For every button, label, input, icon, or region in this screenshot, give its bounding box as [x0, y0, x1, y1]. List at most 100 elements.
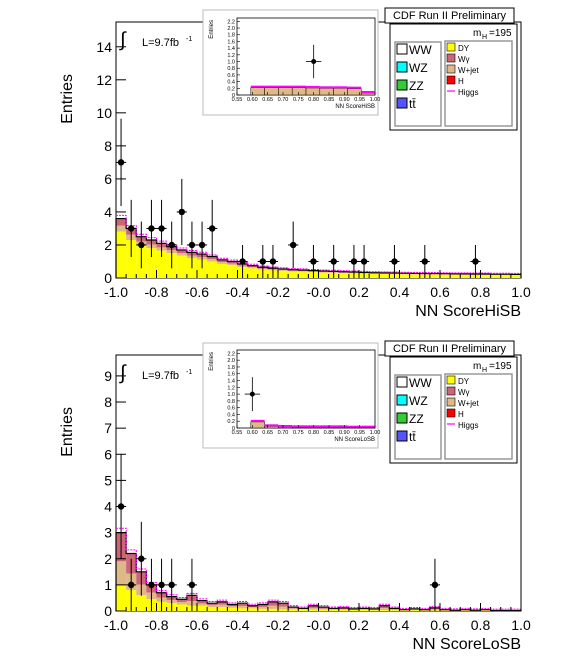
bar-wjet — [116, 225, 127, 232]
integral-symbol: ∫ — [119, 362, 127, 384]
data-point — [188, 241, 196, 249]
bar-wjet — [227, 263, 238, 266]
bar-dy — [379, 274, 390, 278]
title-box — [384, 340, 515, 357]
lumi-sup: -1 — [186, 369, 192, 376]
data-point — [198, 241, 206, 249]
inset-x-tick-label: 0.75 — [293, 430, 304, 436]
legend-swatch — [446, 42, 456, 52]
bar-dy — [480, 610, 491, 611]
x-axis-label: NN ScoreHiSB — [415, 303, 521, 320]
x-tick-label: 0.8 — [471, 617, 491, 633]
inset-frame — [236, 349, 376, 429]
chart-title: CDF Run II Preliminary — [393, 10, 507, 22]
legend-label: ZZ — [409, 79, 424, 93]
inset-data-point — [311, 59, 317, 65]
legend-label: Higgs — [458, 88, 478, 97]
legend-swatch — [396, 79, 408, 91]
legend-label: Wγ — [458, 388, 470, 397]
legend-label: tt̄ — [409, 430, 416, 444]
bar-dy — [298, 609, 309, 611]
bar-wgamma — [227, 604, 238, 607]
y-tick-label: 3 — [104, 525, 112, 541]
legend-label: H — [458, 410, 464, 419]
inset-x-tick-label: 0.85 — [324, 97, 335, 103]
x-tick-label: -1.0 — [104, 284, 128, 300]
bar-wgamma — [247, 265, 258, 268]
y-tick-label: 2 — [104, 551, 112, 567]
legend-swatch — [446, 408, 456, 418]
bar-wjet — [338, 272, 349, 274]
y-tick-label: 8 — [104, 394, 112, 410]
bar-dy — [267, 608, 278, 611]
bar-dy — [217, 263, 228, 278]
mass-label: m — [473, 361, 481, 372]
bar-wjet — [278, 270, 289, 271]
bar-wjet — [116, 561, 127, 585]
y-tick-label: 6 — [104, 171, 112, 187]
chart-panel-1: -1.0 -0.8 -0.6 -0.4 -0.2 -0.0 0.2 0.4 0.6 0.8 1.00… — [59, 340, 531, 653]
data-point — [360, 258, 368, 265]
inset-x-axis-label: NN ScoreLoSB — [334, 437, 375, 443]
bar-wjet — [257, 606, 268, 609]
inset-x-tick-label: 0.55 — [232, 97, 243, 103]
x-tick-label: -0.4 — [225, 617, 249, 633]
data-point — [168, 581, 175, 589]
inset-y-tick-label: 0.2 — [227, 86, 235, 92]
bar-dy — [298, 271, 309, 278]
inset-bar — [291, 427, 307, 429]
legend-swatch — [396, 61, 408, 73]
bar-wjet — [288, 270, 299, 272]
inset-y-tick-label: 1.4 — [227, 46, 235, 52]
mass-value: =195 — [489, 28, 512, 39]
title-box — [384, 7, 515, 24]
data-point — [239, 258, 246, 265]
bar-dy — [227, 607, 238, 611]
legend-swatch — [446, 397, 456, 407]
inset-bar — [319, 88, 334, 96]
inset-x-tick-label: 1.00 — [370, 430, 381, 436]
inset-y-tick-label: 1.2 — [227, 385, 235, 391]
bar-dy — [247, 268, 258, 278]
legend-right-frame — [444, 373, 513, 460]
bar-dy — [318, 272, 329, 278]
bar-wjet — [379, 608, 390, 611]
inset-y-tick-label: 1.6 — [227, 39, 235, 45]
legend-label: WW — [409, 376, 432, 390]
bar-wjet — [237, 606, 248, 609]
data-point — [391, 258, 398, 265]
inset-y-tick-label: 2.0 — [227, 26, 235, 32]
bar-wjet — [267, 605, 278, 609]
legend-swatch — [446, 375, 456, 385]
lumi-label: L=9.7fb — [142, 37, 179, 49]
bar-wgamma — [267, 601, 278, 606]
inset-y-tick-label: 1.4 — [227, 379, 235, 385]
bar-wjet — [217, 262, 228, 264]
bar-wjet — [247, 607, 258, 609]
bar-dy — [359, 609, 370, 611]
bar-wjet — [298, 609, 309, 610]
data-point — [310, 258, 317, 265]
bar-dy — [460, 610, 471, 611]
legend-label: H — [458, 77, 464, 86]
inset-x-tick-label: 0.90 — [339, 430, 350, 436]
inset-bar — [305, 87, 321, 96]
y-tick-label: 8 — [104, 138, 112, 154]
legend-swatch — [396, 430, 408, 442]
inset-y-axis-label: Entries — [209, 20, 215, 39]
bar-dy — [176, 604, 187, 611]
inset-x-tick-label: 0.80 — [308, 97, 319, 103]
data-point — [188, 581, 196, 589]
legend-label: tt̄ — [409, 97, 416, 111]
legend-left-frame — [394, 374, 442, 460]
x-tick-label: 0.4 — [390, 284, 410, 300]
data-point — [158, 225, 165, 232]
bar-dy — [247, 608, 258, 611]
bar-dy — [146, 248, 157, 278]
inset-bar — [347, 88, 362, 96]
bar-wjet — [217, 604, 228, 608]
inset-y-tick-label: 1.8 — [227, 33, 235, 39]
legend-swatch — [396, 97, 408, 109]
bar-wgamma — [237, 603, 248, 607]
